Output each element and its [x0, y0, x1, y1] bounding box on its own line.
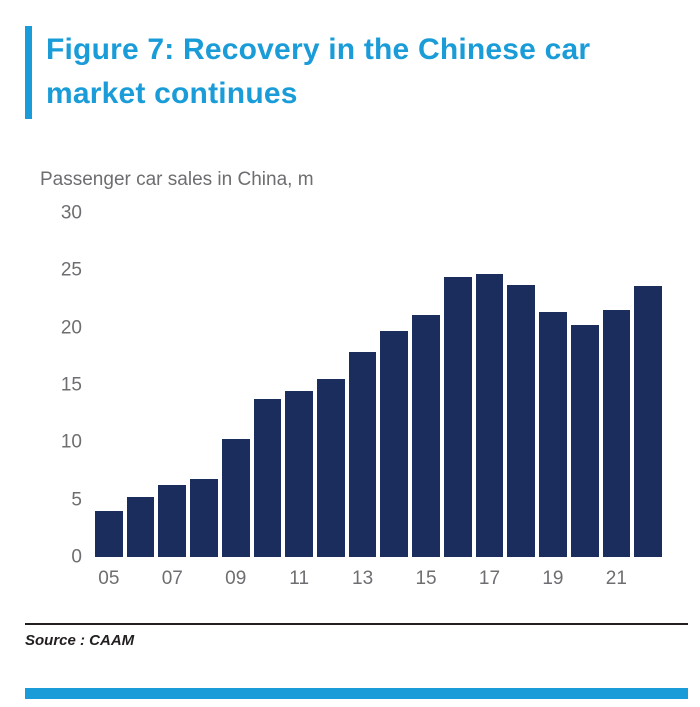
- y-tick-label: 25: [60, 259, 82, 281]
- title-accent-bar: [25, 26, 32, 119]
- x-tick-label: 07: [161, 568, 183, 589]
- bar-track: [190, 213, 218, 557]
- bar-column: [190, 213, 218, 591]
- bar-10: [253, 398, 282, 557]
- bar-07: [158, 484, 187, 557]
- bar-track: [634, 213, 662, 557]
- x-tick-label: 17: [478, 568, 501, 589]
- x-tick-label: 19: [542, 568, 564, 589]
- x-tick-label: [254, 567, 282, 591]
- bar-column: 05: [95, 213, 123, 591]
- x-tick-label: [380, 567, 408, 591]
- bottom-accent-bar: [25, 688, 688, 699]
- bar-chart: 30 25 20 15 10 5 0 05 07 09 11 13 15 17 19 21: [25, 204, 662, 591]
- source-divider: [25, 623, 688, 625]
- bar-column: 21: [602, 213, 631, 591]
- bar-track: [602, 213, 631, 557]
- bar-columns: 05 07 09 11 13 15 17 19 21: [95, 213, 662, 591]
- y-tick-label: 20: [60, 317, 82, 339]
- figure-title: Figure 7: Recovery in the Chinese car ma…: [46, 33, 591, 110]
- x-tick-label: [190, 567, 218, 591]
- bar-19: [539, 311, 567, 557]
- x-tick-label: 11: [289, 568, 310, 589]
- x-tick-label: 05: [98, 568, 120, 589]
- bar-track: [412, 213, 440, 557]
- y-tick-label: 10: [60, 431, 82, 453]
- bar-14: [380, 331, 409, 557]
- bar-column: 09: [221, 213, 250, 591]
- y-tick-label: 5: [71, 489, 82, 511]
- bar-15: [412, 315, 440, 557]
- bar-column: 11: [285, 213, 314, 591]
- y-tick-label: 0: [71, 546, 82, 568]
- bar-track: [443, 213, 472, 557]
- bar-13: [348, 351, 377, 557]
- bar-column: 07: [158, 213, 187, 591]
- bar-column: 17: [475, 213, 504, 591]
- figure-header: Figure 7: Recovery in the Chinese car ma…: [25, 26, 688, 119]
- bar-column: [507, 213, 536, 591]
- x-tick-label: [571, 567, 599, 591]
- bar-column: 15: [412, 213, 440, 591]
- chart-subtitle: Passenger car sales in China, m: [40, 169, 314, 190]
- bar-20: [570, 325, 599, 557]
- bar-track: [253, 213, 282, 557]
- bar-track: [539, 213, 567, 557]
- bar-22: [634, 286, 662, 557]
- x-tick-label: 13: [352, 568, 374, 589]
- bar-track: [95, 213, 123, 557]
- bar-column: 19: [539, 213, 567, 591]
- x-tick-label: [634, 567, 662, 591]
- bar-track: [507, 213, 536, 557]
- x-tick-label: [507, 567, 535, 591]
- bar-column: [253, 213, 282, 591]
- bar-08: [190, 479, 218, 557]
- bar-track: [317, 213, 345, 557]
- bar-column: [380, 213, 409, 591]
- bar-09: [221, 438, 250, 557]
- x-tick-label: 09: [225, 568, 247, 589]
- bar-column: [570, 213, 599, 591]
- bar-track: [348, 213, 377, 557]
- bar-track: [380, 213, 409, 557]
- bar-16: [443, 277, 472, 557]
- x-tick-label: [127, 567, 155, 591]
- bar-column: 13: [348, 213, 377, 591]
- y-tick-label: 15: [60, 374, 82, 396]
- x-tick-label: [444, 567, 472, 591]
- bar-12: [317, 379, 345, 557]
- bar-06: [126, 497, 155, 557]
- bar-column: [126, 213, 155, 591]
- x-tick-label: 21: [605, 568, 627, 589]
- bar-column: [443, 213, 472, 591]
- bar-17: [475, 273, 504, 557]
- bar-column: [634, 213, 662, 591]
- bar-track: [158, 213, 187, 557]
- source-text: Source : CAAM: [25, 631, 135, 649]
- bar-track: [221, 213, 250, 557]
- bar-track: [126, 213, 155, 557]
- x-tick-label: 15: [415, 568, 437, 589]
- y-axis: 30 25 20 15 10 5 0: [25, 204, 82, 567]
- y-tick-label: 30: [60, 202, 82, 224]
- bar-column: [317, 213, 345, 591]
- bar-05: [95, 511, 123, 557]
- bar-track: [570, 213, 599, 557]
- x-tick-label: [317, 567, 345, 591]
- bar-track: [475, 213, 504, 557]
- bar-18: [507, 285, 536, 557]
- bar-21: [602, 310, 631, 557]
- bar-11: [285, 390, 314, 557]
- bar-track: [285, 213, 314, 557]
